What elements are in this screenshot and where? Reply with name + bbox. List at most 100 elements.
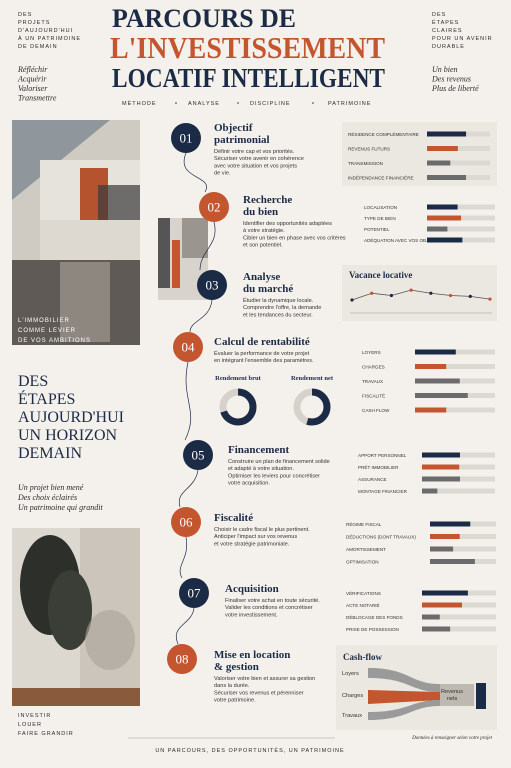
step-title: Mise en location bbox=[214, 649, 290, 661]
step-title: Calcul de rentabilité bbox=[214, 336, 310, 348]
left-phrase: Un projet bien mené bbox=[18, 483, 84, 492]
step-description: Comprendre l'offre, la demande bbox=[243, 305, 321, 311]
header-left-verb: Transmettre bbox=[18, 94, 57, 103]
photo-caption: DE VOS AMBITIONS bbox=[18, 338, 91, 344]
step-description: Choisir le cadre fiscal le plus pertinen… bbox=[214, 527, 310, 533]
header-right-line: POUR UN AVENIR bbox=[432, 36, 493, 42]
step-description: votre investissement. bbox=[225, 612, 278, 618]
bar-label: TYPE DE BIEN bbox=[364, 216, 396, 221]
left-footer-word: FAIRE GRANDIR bbox=[18, 731, 74, 737]
bar-label: TRANSMISSION bbox=[348, 161, 383, 166]
step-circle bbox=[183, 440, 213, 470]
bar-track bbox=[415, 407, 495, 413]
chart-point bbox=[488, 297, 492, 301]
bar-label: OPTIMISATION bbox=[346, 560, 379, 565]
step-description: en intégrant l'ensemble des paramètres. bbox=[214, 358, 314, 364]
step-circle bbox=[197, 270, 227, 300]
bar-label: DÉBLOCAGE DES FONDS bbox=[346, 614, 403, 620]
step-description: Valider les conditions et concrétiser bbox=[225, 605, 313, 611]
cashflow-input: Charges bbox=[342, 693, 363, 699]
tagline-dot bbox=[237, 102, 239, 104]
chart-point bbox=[370, 291, 374, 295]
header-left-line: DE DEMAIN bbox=[18, 44, 58, 50]
left-footer-word: LOUER bbox=[18, 722, 42, 728]
bar-label: LOCALISATION bbox=[364, 205, 397, 210]
chart-title: Vacance locative bbox=[349, 270, 412, 280]
widget-box bbox=[342, 265, 497, 321]
step-number: 05 bbox=[192, 448, 205, 463]
chart-point bbox=[468, 294, 472, 298]
header-right-phrase: Des revenus bbox=[431, 75, 471, 84]
chart-line bbox=[351, 289, 491, 301]
step-number: 08 bbox=[176, 652, 189, 667]
step-description: Construire un plan de financement solide bbox=[228, 459, 330, 465]
step-description: Sécuriser vos revenus et pérenniser bbox=[214, 690, 304, 696]
step-description: avec votre situation et vos projets bbox=[214, 163, 297, 169]
chart-point bbox=[389, 293, 394, 298]
left-headline: ÉTAPES bbox=[18, 389, 75, 408]
step-number: 06 bbox=[180, 515, 194, 530]
step-title: Recherche bbox=[243, 194, 292, 206]
left-footer-word: INVESTIR bbox=[18, 713, 51, 719]
photo-caption: L'IMMOBILIER bbox=[18, 318, 70, 324]
step-number: 07 bbox=[188, 586, 202, 601]
tagline-dot bbox=[175, 102, 177, 104]
flow bbox=[368, 668, 440, 692]
bar-label: MONTAGE FINANCIER bbox=[358, 489, 408, 494]
chart-point bbox=[448, 293, 453, 298]
step-description: Étudier la dynamique locale. bbox=[243, 297, 314, 304]
header-left-line: DES bbox=[18, 12, 32, 18]
header-left-line: D'AUJOURD'HUI bbox=[18, 28, 73, 34]
bar-track bbox=[427, 146, 490, 151]
cashflow-output: nets bbox=[447, 696, 458, 702]
header-right-line: CLAIRES bbox=[432, 28, 463, 34]
step-description: Valoriser votre bien et assurer sa gesti… bbox=[214, 676, 315, 682]
bar-track bbox=[427, 226, 495, 232]
bar-label: CHARGES bbox=[362, 365, 385, 370]
decor-block bbox=[158, 218, 208, 300]
donut-label: Rendement net bbox=[291, 375, 334, 382]
title-line: LOCATIF INTELLIGENT bbox=[112, 63, 385, 93]
bar-label: ASSURANCE bbox=[358, 477, 387, 482]
bar bbox=[430, 559, 475, 564]
step-circle bbox=[171, 507, 201, 537]
step-title: Financement bbox=[228, 444, 289, 456]
step-description: votre patrimoine. bbox=[214, 698, 256, 704]
bar-label: ADÉQUATION AVEC VOS OBJECTIFS bbox=[364, 237, 445, 243]
step-circle bbox=[179, 578, 209, 608]
step-description: et adapté à votre situation. bbox=[228, 466, 294, 472]
bar bbox=[422, 476, 460, 482]
timeline-path bbox=[175, 152, 216, 645]
bar-track bbox=[427, 204, 495, 210]
step-title: Analyse bbox=[243, 271, 280, 283]
title-line: L'INVESTISSEMENT bbox=[110, 30, 385, 65]
flow bbox=[368, 700, 440, 720]
step-title: du marché bbox=[243, 283, 293, 295]
bar-label: LOYERS bbox=[362, 350, 381, 355]
bar-label: POTENTIEL bbox=[364, 227, 390, 232]
donut-label: Rendement brut bbox=[215, 375, 262, 382]
bar bbox=[422, 590, 468, 596]
bar bbox=[427, 131, 467, 137]
bar-label: APPORT PERSONNEL bbox=[358, 453, 407, 458]
bar bbox=[427, 226, 448, 232]
bar-label: ACTE NOTARIÉ bbox=[346, 602, 380, 608]
bar bbox=[422, 602, 462, 608]
bar-track bbox=[430, 546, 496, 552]
step-circle bbox=[173, 332, 203, 362]
step-description: Optimiser les leviers pour concrétiser bbox=[228, 473, 320, 479]
bar-label: DÉDUCTIONS (DONT TRAVAUX) bbox=[346, 534, 416, 540]
bar bbox=[422, 614, 440, 620]
bar-label: PRÊT IMMOBILIER bbox=[358, 463, 399, 470]
step-number: 04 bbox=[182, 340, 196, 355]
step-number: 03 bbox=[206, 278, 219, 293]
step-description: de vie. bbox=[214, 171, 231, 177]
step-description: dans la durée. bbox=[214, 683, 250, 689]
bar bbox=[427, 146, 458, 151]
step-description: Finaliser votre achat en toute sécurité. bbox=[225, 598, 320, 604]
bar bbox=[427, 237, 463, 243]
bar-track bbox=[415, 364, 495, 369]
tagline-word: ANALYSE bbox=[188, 101, 220, 107]
bar-label: AMORTISSEMENT bbox=[346, 547, 386, 552]
header-left-verb: Réfléchir bbox=[17, 65, 48, 74]
